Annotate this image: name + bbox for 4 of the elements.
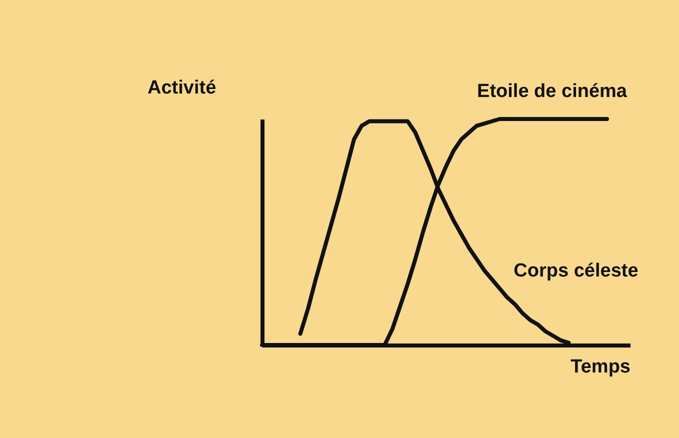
y-axis-title: Activité bbox=[148, 78, 216, 98]
series-label: Etoile de cinéma bbox=[477, 81, 628, 102]
series-label: Corps céleste bbox=[514, 260, 638, 282]
x-axis-title: Temps bbox=[570, 356, 630, 378]
